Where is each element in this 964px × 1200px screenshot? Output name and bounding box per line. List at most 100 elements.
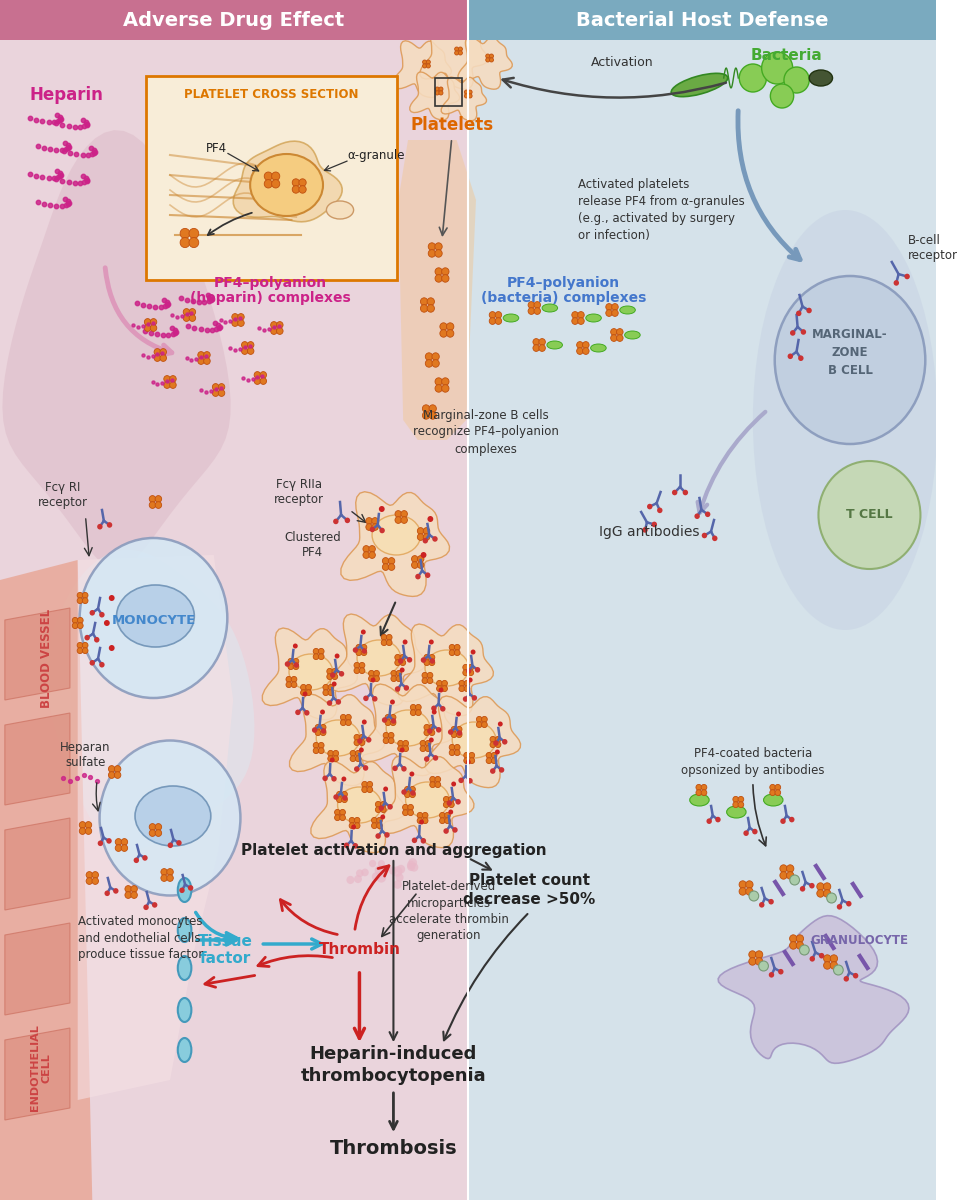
- Text: Tissue
factor: Tissue factor: [198, 934, 253, 966]
- Circle shape: [360, 734, 365, 740]
- Circle shape: [362, 649, 367, 655]
- Circle shape: [446, 330, 454, 337]
- Circle shape: [108, 772, 115, 779]
- Circle shape: [369, 527, 375, 533]
- Circle shape: [131, 892, 137, 899]
- Text: Marginal-zone B cells
recognize PF4–polyanion
complexes: Marginal-zone B cells recognize PF4–poly…: [413, 408, 559, 456]
- Circle shape: [94, 637, 99, 642]
- Circle shape: [395, 511, 402, 517]
- Circle shape: [271, 322, 278, 329]
- Circle shape: [339, 809, 345, 815]
- Circle shape: [499, 767, 504, 773]
- Circle shape: [396, 676, 402, 682]
- Circle shape: [806, 307, 812, 313]
- Circle shape: [749, 950, 756, 959]
- Bar: [469, 40, 936, 1200]
- Circle shape: [334, 518, 338, 524]
- Circle shape: [390, 700, 395, 704]
- Circle shape: [388, 732, 394, 738]
- Circle shape: [150, 325, 157, 331]
- Circle shape: [180, 228, 190, 239]
- Circle shape: [149, 502, 156, 509]
- Circle shape: [372, 517, 378, 524]
- Circle shape: [423, 534, 430, 540]
- Circle shape: [304, 710, 309, 715]
- Circle shape: [440, 330, 447, 337]
- Circle shape: [313, 648, 319, 654]
- Circle shape: [796, 311, 801, 316]
- Circle shape: [417, 556, 424, 563]
- Circle shape: [160, 355, 167, 361]
- Circle shape: [787, 871, 794, 880]
- Circle shape: [388, 866, 397, 875]
- Circle shape: [354, 662, 360, 668]
- Circle shape: [79, 822, 86, 828]
- Circle shape: [400, 660, 406, 666]
- Circle shape: [350, 756, 356, 762]
- Circle shape: [377, 817, 383, 823]
- Circle shape: [375, 802, 381, 808]
- Circle shape: [443, 828, 449, 834]
- Circle shape: [410, 772, 415, 776]
- Circle shape: [701, 785, 707, 791]
- Circle shape: [422, 64, 427, 68]
- Circle shape: [104, 890, 110, 896]
- Circle shape: [248, 342, 254, 348]
- Circle shape: [150, 318, 157, 325]
- Circle shape: [77, 642, 83, 648]
- Circle shape: [796, 942, 804, 949]
- Circle shape: [456, 712, 461, 716]
- Circle shape: [272, 180, 280, 188]
- Circle shape: [333, 750, 338, 756]
- Circle shape: [362, 552, 369, 558]
- Circle shape: [403, 740, 409, 746]
- Circle shape: [707, 818, 711, 824]
- Circle shape: [320, 730, 326, 736]
- Circle shape: [455, 799, 461, 805]
- Circle shape: [327, 701, 333, 706]
- Circle shape: [254, 372, 260, 378]
- Circle shape: [388, 564, 395, 570]
- Circle shape: [390, 714, 396, 720]
- Circle shape: [800, 886, 805, 892]
- Circle shape: [354, 767, 360, 772]
- Circle shape: [328, 690, 334, 696]
- Circle shape: [398, 745, 403, 751]
- Circle shape: [715, 817, 721, 822]
- Circle shape: [189, 308, 196, 316]
- Circle shape: [356, 750, 361, 756]
- Circle shape: [176, 840, 181, 846]
- Circle shape: [770, 790, 775, 796]
- Circle shape: [379, 805, 384, 811]
- Circle shape: [145, 318, 151, 325]
- Circle shape: [367, 787, 373, 792]
- Circle shape: [108, 766, 115, 773]
- Ellipse shape: [177, 1038, 192, 1062]
- Circle shape: [409, 858, 417, 868]
- Circle shape: [647, 504, 653, 509]
- Circle shape: [442, 275, 449, 282]
- Circle shape: [398, 740, 403, 746]
- Circle shape: [396, 865, 405, 874]
- Ellipse shape: [177, 878, 192, 902]
- Ellipse shape: [763, 794, 783, 806]
- Circle shape: [827, 893, 837, 902]
- Circle shape: [454, 649, 460, 655]
- Circle shape: [391, 671, 396, 677]
- Circle shape: [393, 880, 402, 889]
- Text: MONOCYTE: MONOCYTE: [112, 613, 196, 626]
- Ellipse shape: [327, 200, 354, 218]
- Text: BLOOD VESSEL: BLOOD VESSEL: [40, 608, 53, 708]
- Circle shape: [799, 946, 809, 955]
- Circle shape: [149, 829, 156, 836]
- Circle shape: [422, 538, 428, 544]
- Circle shape: [502, 739, 507, 745]
- FancyBboxPatch shape: [146, 76, 397, 280]
- Circle shape: [401, 790, 407, 794]
- Circle shape: [189, 238, 199, 247]
- Circle shape: [490, 54, 494, 58]
- Circle shape: [788, 354, 793, 359]
- Circle shape: [752, 829, 758, 834]
- Text: Platelet activation and aggregation: Platelet activation and aggregation: [241, 842, 547, 858]
- Circle shape: [770, 785, 775, 791]
